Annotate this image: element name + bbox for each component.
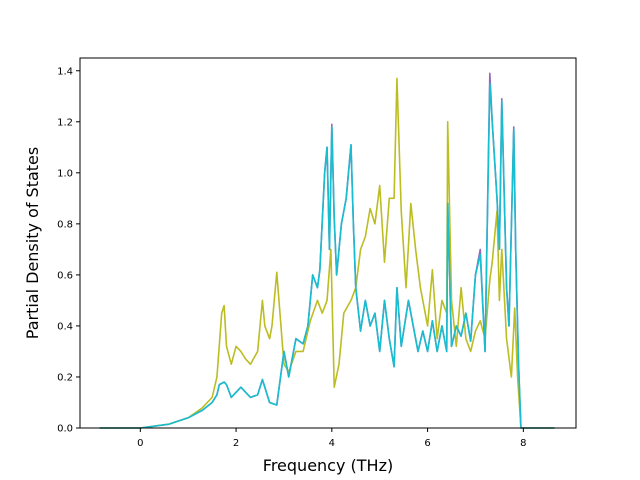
plot-frame xyxy=(79,57,577,429)
x-axis-ticks: 0 2 4 6 8 xyxy=(137,428,527,449)
y-tick-label: 0.4 xyxy=(57,321,73,332)
y-axis-ticks: 0.0 0.2 0.4 0.6 0.8 1.0 1.2 1.4 xyxy=(57,66,80,435)
y-tick-label: 0.6 xyxy=(57,270,73,281)
y-axis-label: Partial Density of States xyxy=(23,147,42,339)
y-tick-label: 0.2 xyxy=(57,372,73,383)
y-tick-label: 0.8 xyxy=(57,219,73,230)
y-tick-label: 1.4 xyxy=(57,66,73,77)
x-tick-label: 4 xyxy=(329,438,335,449)
y-tick-label: 0.0 xyxy=(57,424,73,435)
y-tick-label: 1.2 xyxy=(57,117,73,128)
x-axis-label: Frequency (THz) xyxy=(263,456,393,475)
x-tick-label: 8 xyxy=(520,438,526,449)
x-tick-label: 0 xyxy=(137,438,143,449)
series-layer xyxy=(99,72,555,429)
series-line-3 xyxy=(99,82,555,429)
x-tick-label: 2 xyxy=(233,438,239,449)
y-tick-label: 1.0 xyxy=(57,168,73,179)
x-tick-label: 6 xyxy=(424,438,430,449)
